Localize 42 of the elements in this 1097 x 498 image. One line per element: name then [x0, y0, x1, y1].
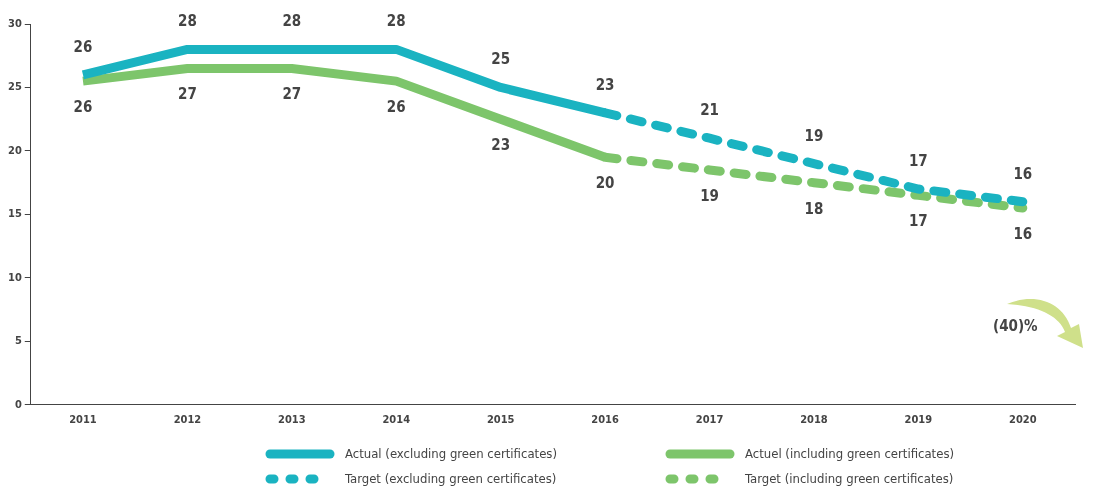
x-tick-label: 2013: [278, 413, 306, 427]
legend-label: Actual (excluding green certificates): [345, 446, 558, 461]
data-label: 26: [386, 98, 406, 117]
x-tick-label: 2016: [591, 413, 619, 427]
data-label: 26: [73, 37, 93, 56]
data-label: 16: [1013, 164, 1033, 183]
legend-label: Target (excluding green certificates): [345, 471, 557, 486]
data-label: 27: [282, 85, 302, 104]
y-tick-label: 30: [7, 16, 22, 30]
x-tick-label: 2015: [486, 413, 515, 427]
data-label: 19: [700, 186, 719, 205]
data-label: 17: [908, 212, 928, 231]
data-label: 27: [178, 85, 197, 104]
x-tick-label: 2019: [904, 413, 933, 427]
y-tick-label: 10: [7, 270, 22, 284]
data-label: 23: [595, 75, 615, 94]
y-tick-label: 25: [7, 80, 22, 94]
data-label: 19: [804, 126, 824, 145]
y-tick-label: 0: [14, 397, 22, 411]
y-tick-label: 5: [14, 334, 22, 348]
x-tick-label: 2014: [382, 413, 411, 427]
data-label: 28: [178, 12, 197, 31]
x-tick-label: 2017: [695, 413, 724, 427]
legend-label: Actuel (including green certificates): [745, 446, 955, 461]
data-label: 20: [595, 174, 615, 193]
y-tick-label: 15: [7, 207, 22, 221]
data-label: 21: [700, 101, 719, 120]
data-label: 23: [491, 136, 511, 155]
data-label: 26: [73, 98, 93, 117]
data-label: 28: [386, 12, 406, 31]
data-label: 25: [491, 50, 511, 69]
data-label: 16: [1013, 224, 1033, 243]
y-tick-label: 20: [7, 143, 22, 157]
x-tick-label: 2020: [1009, 413, 1037, 427]
data-label: 17: [908, 151, 928, 170]
x-tick-label: 2018: [800, 413, 828, 427]
data-label: 28: [282, 12, 302, 31]
data-label: 18: [804, 199, 824, 218]
annotation: (40)%: [993, 317, 1038, 335]
legend-label: Target (including green certificates): [745, 471, 954, 486]
x-tick-label: 2011: [69, 413, 97, 427]
x-tick-label: 2012: [173, 413, 202, 427]
